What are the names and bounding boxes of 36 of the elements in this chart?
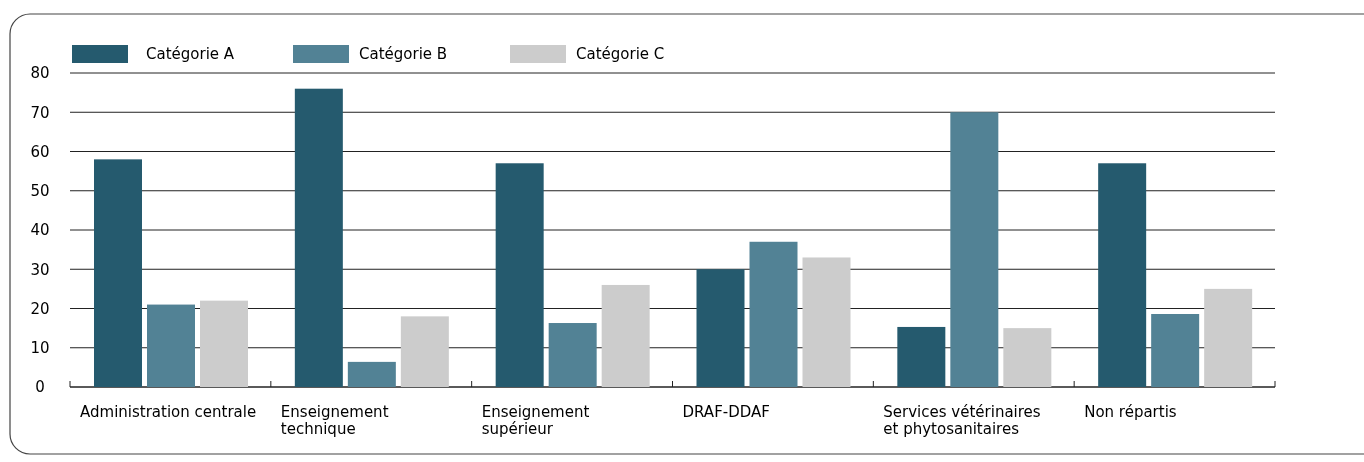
y-tick-label: 20 [30,299,50,318]
bar [696,269,745,387]
legend-label: Catégorie B [359,45,448,64]
y-tick-label: 0 [35,378,45,397]
bar [94,159,142,387]
y-tick-label: 50 [30,182,50,200]
bar [200,300,248,387]
bar [1151,314,1200,387]
bar [897,326,946,387]
legend-label: Catégorie C [576,45,665,64]
bar [950,112,999,387]
y-tick-label: 70 [30,103,50,122]
bar [294,88,343,387]
bar [1003,328,1052,387]
y-tick-label: 40 [30,221,50,240]
bar [1204,288,1253,387]
x-tick-label: Services vétérinaires et phytosanitaires [883,403,1041,439]
x-tick-label: Enseignement supérieur [481,403,590,439]
y-tick-label: 10 [30,339,50,357]
bar [347,361,396,387]
y-tick-label: 30 [30,260,50,279]
bar [400,316,449,387]
legend-label: Catégorie A [146,45,235,64]
x-tick-label: Enseignement technique [280,403,389,439]
bar [601,284,650,387]
bar [802,257,851,387]
bar [147,304,195,387]
x-tick-label: Administration centrale [80,403,257,421]
x-tick-label: Non répartis [1084,403,1177,421]
bar [495,163,544,387]
bar [548,323,597,387]
bar [1098,163,1147,387]
bar [749,241,798,387]
y-tick-label: 80 [30,64,50,83]
x-tick-label: DRAF-DDAF [682,403,770,421]
y-tick-label: 60 [30,142,50,161]
